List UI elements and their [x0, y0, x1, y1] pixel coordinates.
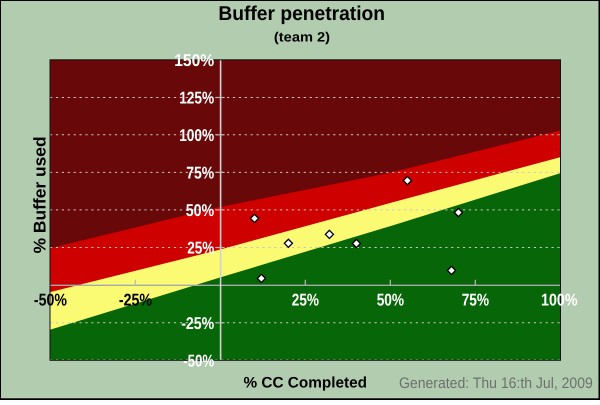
svg-text:50%: 50%: [186, 201, 215, 220]
svg-text:25%: 25%: [292, 291, 319, 310]
svg-text:Buffer penetration: Buffer penetration: [218, 3, 385, 25]
svg-text:75%: 75%: [186, 164, 214, 183]
svg-text:50%: 50%: [377, 291, 404, 310]
svg-text:-50%: -50%: [34, 291, 67, 310]
svg-text:-25%: -25%: [181, 314, 214, 333]
svg-text:75%: 75%: [462, 291, 489, 310]
svg-text:125%: 125%: [179, 89, 214, 108]
svg-text:-50%: -50%: [183, 352, 214, 371]
svg-text:% Buffer used: % Buffer used: [31, 136, 50, 253]
svg-text:100%: 100%: [179, 126, 214, 145]
svg-text:25%: 25%: [187, 239, 214, 258]
svg-text:% CC Completed: % CC Completed: [244, 375, 368, 392]
svg-text:-25%: -25%: [119, 291, 152, 310]
svg-text:150%: 150%: [174, 51, 214, 70]
svg-text:Generated: Thu 16:th Jul, 2009: Generated: Thu 16:th Jul, 2009: [399, 375, 593, 392]
svg-text:(team 2): (team 2): [274, 30, 330, 45]
svg-text:100%: 100%: [541, 291, 578, 310]
